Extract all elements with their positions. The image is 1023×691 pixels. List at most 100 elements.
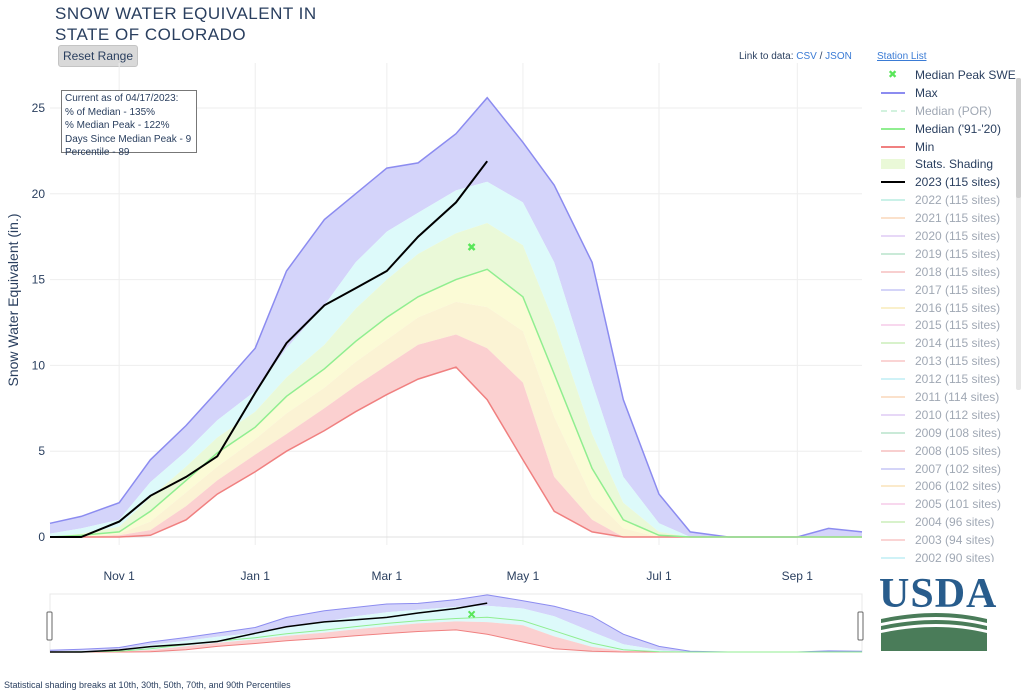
legend-label: 2008 (105 sites) — [915, 443, 1002, 458]
legend-scrollbar-thumb[interactable] — [1016, 78, 1021, 198]
legend-item[interactable]: 2017 (115 sites) — [877, 281, 1017, 299]
legend-label: 2011 (114 sites) — [915, 389, 1000, 404]
chart-title-line2: STATE OF COLORADO — [55, 25, 247, 44]
y-tick-label: 10 — [32, 358, 46, 372]
x-tick-label: May 1 — [507, 569, 540, 583]
mini-peak-marker — [467, 610, 476, 619]
legend-swatch — [877, 230, 909, 242]
legend-item[interactable]: 2012 (115 sites) — [877, 370, 1017, 388]
legend-item[interactable]: 2007 (102 sites) — [877, 460, 1017, 478]
legend-swatch — [877, 194, 909, 206]
json-link[interactable]: JSON — [825, 51, 852, 62]
legend-swatch — [877, 158, 909, 170]
legend-item[interactable]: Stats. Shading — [877, 155, 1017, 173]
legend-item[interactable]: 2016 (115 sites) — [877, 299, 1017, 317]
legend-label: 2013 (115 sites) — [915, 354, 1001, 369]
legend-label: 2012 (115 sites) — [915, 372, 1001, 387]
usda-logo-graphic — [881, 613, 987, 651]
mini-band-max — [50, 594, 862, 652]
csv-link[interactable]: CSV — [796, 51, 817, 62]
legend-item[interactable]: Max — [877, 84, 1017, 102]
legend-label: 2002 (90 sites) — [915, 550, 995, 562]
x-tick-label: Nov 1 — [103, 569, 135, 583]
legend-item[interactable]: 2023 (115 sites) — [877, 173, 1017, 191]
legend-swatch — [877, 105, 909, 117]
current-year-line — [50, 160, 488, 538]
x-tick-label: Mar 1 — [372, 569, 403, 583]
legend-item[interactable]: 2015 (115 sites) — [877, 316, 1017, 334]
legend-label: Median ('91-'20) — [915, 121, 1001, 136]
legend-label: 2017 (115 sites) — [915, 282, 1001, 297]
legend-label: Median Peak SWE — [915, 67, 1016, 82]
legend-swatch — [877, 391, 909, 403]
y-tick-label: 0 — [38, 530, 45, 544]
legend-item[interactable]: 2020 (115 sites) — [877, 227, 1017, 245]
legend-swatch — [877, 266, 909, 278]
legend-label: 2018 (115 sites) — [915, 264, 1001, 279]
legend-label: 2020 (115 sites) — [915, 228, 1001, 243]
legend-swatch — [877, 355, 909, 367]
legend-item[interactable]: 2010 (112 sites) — [877, 406, 1017, 424]
legend-item[interactable]: 2021 (115 sites) — [877, 209, 1017, 227]
legend-label: 2003 (94 sites) — [915, 533, 995, 548]
usda-logo-text: USDA — [879, 571, 998, 617]
legend-swatch — [877, 498, 909, 510]
median-peak-marker — [467, 243, 476, 251]
range-handle-left[interactable] — [46, 611, 53, 641]
range-handle-right[interactable] — [857, 611, 864, 641]
reset-range-button[interactable]: Reset Range — [58, 45, 138, 67]
legend-swatch — [877, 123, 909, 135]
info-line: % of Median - 135% — [65, 106, 156, 118]
legend-label: 2015 (115 sites) — [915, 318, 1001, 333]
y-axis-label: Snow Water Equivalent (in.) — [5, 214, 21, 387]
chart-title-line1: SNOW WATER EQUIVALENT IN — [55, 4, 317, 23]
legend-swatch — [877, 463, 909, 475]
median-line — [49, 268, 862, 538]
mini-band-mid — [50, 605, 862, 652]
info-line: Percentile - 89 — [65, 147, 130, 158]
legend-label: Max — [915, 85, 938, 100]
chart-legend: ✖ Median Peak SWE Max Median (POR) Median ('… — [877, 66, 1017, 562]
legend-item[interactable]: 2011 (114 sites) — [877, 388, 1017, 406]
legend-item[interactable]: 2004 (96 sites) — [877, 513, 1017, 531]
legend-item[interactable]: 2003 (94 sites) — [877, 531, 1017, 549]
legend-item[interactable]: Median (POR) — [877, 102, 1017, 120]
legend-item[interactable]: 2002 (90 sites) — [877, 549, 1017, 562]
station-list-link[interactable]: Station List — [877, 51, 927, 62]
legend-label: 2004 (96 sites) — [915, 515, 995, 530]
legend-swatch — [877, 87, 909, 99]
legend-swatch — [877, 552, 909, 562]
legend-item[interactable]: 2008 (105 sites) — [877, 442, 1017, 460]
legend-item[interactable]: 2022 (115 sites) — [877, 191, 1017, 209]
legend-item[interactable]: Median ('91-'20) — [877, 120, 1017, 138]
legend-item[interactable]: Min — [877, 138, 1017, 156]
legend-item[interactable]: 2019 (115 sites) — [877, 245, 1017, 263]
legend-swatch — [877, 176, 909, 188]
legend-item[interactable]: ✖ Median Peak SWE — [877, 66, 1017, 84]
legend-item[interactable]: 2005 (101 sites) — [877, 495, 1017, 513]
legend-swatch — [877, 445, 909, 457]
legend-item[interactable]: 2013 (115 sites) — [877, 352, 1017, 370]
legend-label: 2022 (115 sites) — [915, 193, 1001, 208]
legend-label: Min — [915, 139, 935, 154]
legend-scrollbar-track[interactable] — [1016, 78, 1021, 390]
mini-max-line — [49, 594, 863, 653]
legend-item[interactable]: 2018 (115 sites) — [877, 263, 1017, 281]
legend-swatch — [877, 373, 909, 385]
legend-swatch: ✖ — [888, 68, 898, 81]
legend-item[interactable]: 2014 (115 sites) — [877, 334, 1017, 352]
link-separator: / — [819, 51, 823, 62]
legend-swatch — [877, 534, 909, 546]
link-to-data-label: Link to data: — [739, 51, 794, 62]
legend-label: 2005 (101 sites) — [915, 497, 1002, 512]
range-slider[interactable] — [49, 593, 863, 653]
legend-item[interactable]: 2006 (102 sites) — [877, 477, 1017, 495]
current-conditions-box: Current as of 04/17/2023: % of Median - … — [61, 90, 197, 158]
y-tick-label: 20 — [32, 187, 46, 201]
data-links: Link to data: CSV / JSON — [739, 51, 852, 62]
y-tick-label: 5 — [38, 444, 45, 458]
mini-band-low — [50, 621, 862, 652]
legend-item[interactable]: 2009 (108 sites) — [877, 424, 1017, 442]
legend-label: 2016 (115 sites) — [915, 300, 1001, 315]
